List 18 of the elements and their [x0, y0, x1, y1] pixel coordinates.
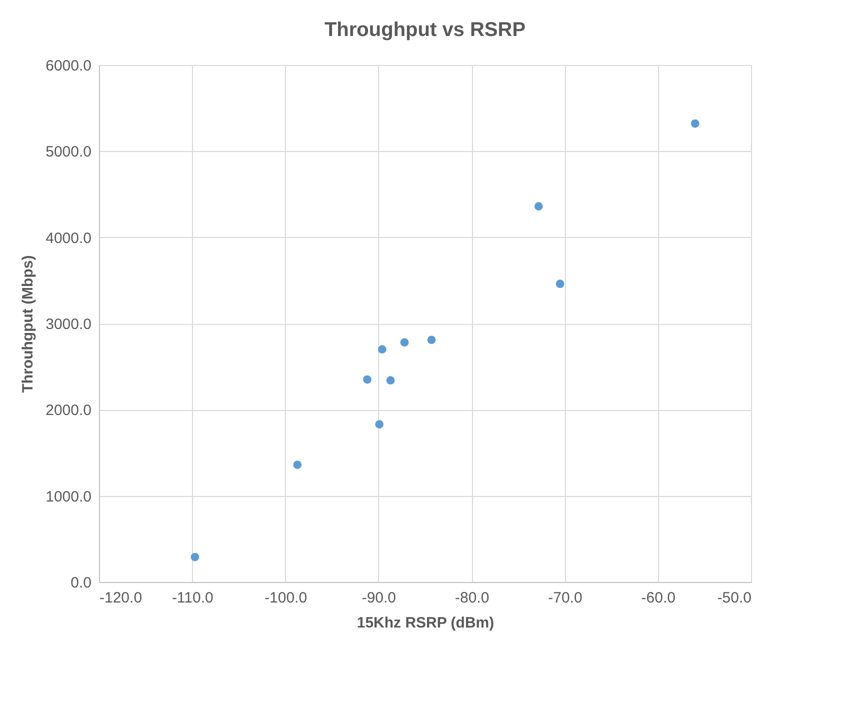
y-tick-label: 5000.0	[46, 144, 92, 161]
x-tick-label: -50.0	[717, 590, 752, 606]
y-tick-label: 2000.0	[46, 402, 92, 420]
y-axis-title: Throuhgput (Mbps)	[20, 255, 37, 393]
y-tick-label: 4000.0	[46, 230, 92, 247]
y-tick-label: 3000.0	[46, 316, 92, 333]
x-tick-label: -100.0	[264, 590, 308, 606]
x-tick-label: -70.0	[548, 590, 582, 606]
y-tick-label: 6000.0	[46, 58, 92, 74]
chart-title: Throughput vs RSRP	[324, 19, 526, 41]
x-tick-label: -90.0	[362, 590, 396, 606]
x-tick-label: -80.0	[454, 590, 490, 606]
y-tick-label: 1000.0	[46, 488, 92, 506]
x-tick-label: -120.0	[100, 590, 142, 606]
y-tick-label: 0.0	[70, 574, 92, 592]
x-axis-title: 15Khz RSRP (dBm)	[356, 614, 494, 632]
x-tick-label: -110.0	[172, 590, 214, 606]
x-tick-label: -60.0	[641, 590, 676, 606]
